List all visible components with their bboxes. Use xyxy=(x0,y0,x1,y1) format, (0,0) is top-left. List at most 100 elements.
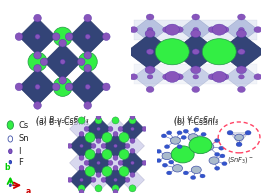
Circle shape xyxy=(177,145,182,149)
Circle shape xyxy=(145,66,155,74)
Circle shape xyxy=(101,177,106,182)
Circle shape xyxy=(156,149,161,153)
Circle shape xyxy=(112,185,119,192)
Circle shape xyxy=(101,143,106,148)
Circle shape xyxy=(202,39,236,65)
Circle shape xyxy=(191,66,201,74)
Circle shape xyxy=(9,160,11,164)
Circle shape xyxy=(146,14,154,20)
Text: b: b xyxy=(5,163,10,172)
Polygon shape xyxy=(121,151,144,175)
Circle shape xyxy=(192,49,199,55)
Circle shape xyxy=(84,14,92,22)
Circle shape xyxy=(130,148,135,153)
Circle shape xyxy=(108,126,113,131)
Circle shape xyxy=(209,157,219,164)
Circle shape xyxy=(177,131,182,135)
Circle shape xyxy=(163,74,170,80)
Circle shape xyxy=(215,152,220,156)
Circle shape xyxy=(167,171,172,175)
Circle shape xyxy=(80,178,83,182)
Circle shape xyxy=(79,131,84,136)
Circle shape xyxy=(193,75,199,79)
Circle shape xyxy=(212,24,227,35)
Circle shape xyxy=(238,61,245,67)
Polygon shape xyxy=(134,17,167,42)
Circle shape xyxy=(34,102,41,109)
Circle shape xyxy=(67,143,72,148)
Circle shape xyxy=(65,33,73,41)
Text: F: F xyxy=(18,158,23,167)
Circle shape xyxy=(125,177,130,182)
Circle shape xyxy=(118,160,123,165)
Circle shape xyxy=(165,71,180,82)
Circle shape xyxy=(96,114,101,119)
Circle shape xyxy=(102,166,112,176)
Circle shape xyxy=(169,160,174,164)
Polygon shape xyxy=(87,134,110,158)
Circle shape xyxy=(79,165,84,170)
Circle shape xyxy=(162,163,168,167)
Polygon shape xyxy=(218,34,261,70)
Circle shape xyxy=(236,66,246,74)
Circle shape xyxy=(192,86,200,92)
Text: (a) B-γ-CsSnI₃: (a) B-γ-CsSnI₃ xyxy=(36,118,89,127)
Circle shape xyxy=(245,131,251,135)
Polygon shape xyxy=(87,168,110,192)
Circle shape xyxy=(8,136,13,142)
Polygon shape xyxy=(225,17,258,42)
Circle shape xyxy=(34,64,41,72)
Polygon shape xyxy=(134,64,257,84)
Circle shape xyxy=(254,27,261,33)
Text: (b) Y-CsSnI₃: (b) Y-CsSnI₃ xyxy=(174,116,218,125)
Circle shape xyxy=(215,139,220,142)
Circle shape xyxy=(84,102,92,109)
Circle shape xyxy=(78,58,85,66)
Polygon shape xyxy=(70,151,93,175)
Circle shape xyxy=(53,27,72,46)
Circle shape xyxy=(85,149,95,159)
Circle shape xyxy=(183,171,188,175)
Circle shape xyxy=(146,61,154,67)
Circle shape xyxy=(236,142,242,146)
Circle shape xyxy=(221,74,229,80)
Polygon shape xyxy=(19,68,56,105)
Circle shape xyxy=(59,76,67,84)
Polygon shape xyxy=(70,134,93,158)
Circle shape xyxy=(200,174,205,178)
Polygon shape xyxy=(134,64,167,90)
Circle shape xyxy=(59,39,67,47)
Circle shape xyxy=(239,75,244,79)
Circle shape xyxy=(52,33,60,41)
Circle shape xyxy=(227,131,233,135)
Circle shape xyxy=(142,126,147,131)
Circle shape xyxy=(222,162,227,166)
Circle shape xyxy=(78,185,85,192)
Text: Cs: Cs xyxy=(18,121,29,130)
Circle shape xyxy=(103,83,110,91)
Circle shape xyxy=(142,160,147,165)
Circle shape xyxy=(192,39,200,45)
Circle shape xyxy=(175,27,183,33)
Circle shape xyxy=(113,189,118,193)
Circle shape xyxy=(155,39,189,65)
Circle shape xyxy=(84,51,92,59)
Circle shape xyxy=(28,52,47,71)
Circle shape xyxy=(191,176,196,179)
Polygon shape xyxy=(127,34,174,70)
Circle shape xyxy=(84,64,92,72)
Circle shape xyxy=(208,27,216,33)
Circle shape xyxy=(80,144,83,148)
Circle shape xyxy=(65,83,73,91)
Circle shape xyxy=(7,121,14,129)
Polygon shape xyxy=(44,43,81,80)
Circle shape xyxy=(97,127,100,131)
Circle shape xyxy=(191,30,201,37)
Circle shape xyxy=(213,48,223,56)
Circle shape xyxy=(34,14,41,22)
Polygon shape xyxy=(87,117,110,141)
Circle shape xyxy=(84,126,89,131)
Polygon shape xyxy=(172,34,219,70)
Circle shape xyxy=(96,172,101,177)
Circle shape xyxy=(219,146,224,150)
